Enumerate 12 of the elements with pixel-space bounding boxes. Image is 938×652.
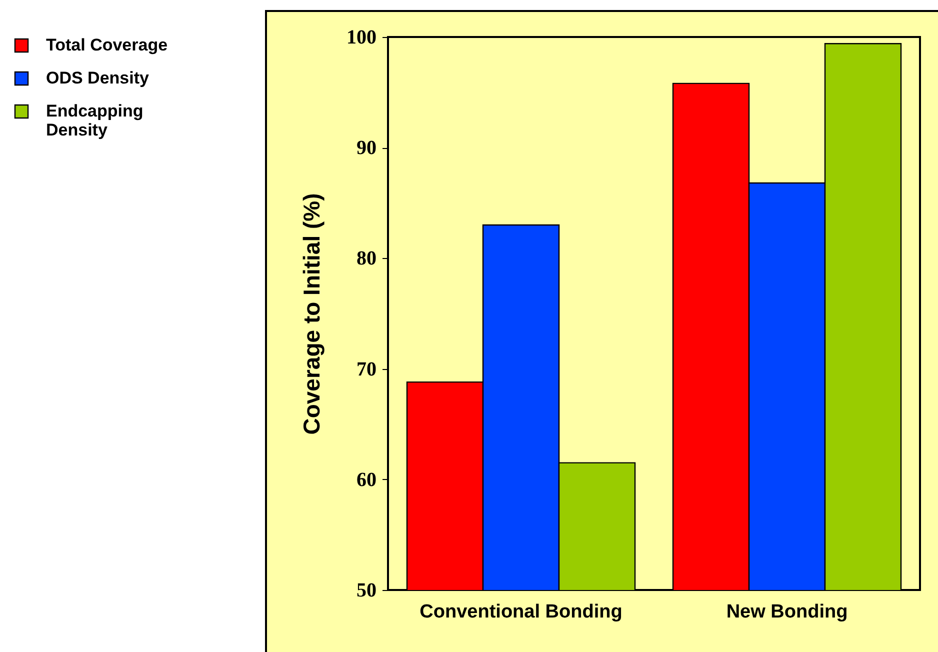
legend-label: Endcapping Density (46, 102, 144, 140)
y-tick-label: 100 (346, 26, 376, 48)
legend-label: ODS Density (46, 68, 150, 88)
legend-label: Total Coverage (46, 36, 168, 54)
y-tick-label: 70 (356, 358, 376, 380)
x-tick-label: New Bonding (726, 602, 848, 622)
y-axis-title: Coverage to Initial (%) (298, 193, 324, 435)
y-tick-label: 50 (356, 580, 376, 602)
x-tick-label: Conventional Bonding (420, 602, 622, 622)
y-tick-label: 80 (356, 248, 376, 270)
y-tick-label: 90 (356, 137, 376, 160)
y-tick-label: 60 (356, 468, 376, 491)
